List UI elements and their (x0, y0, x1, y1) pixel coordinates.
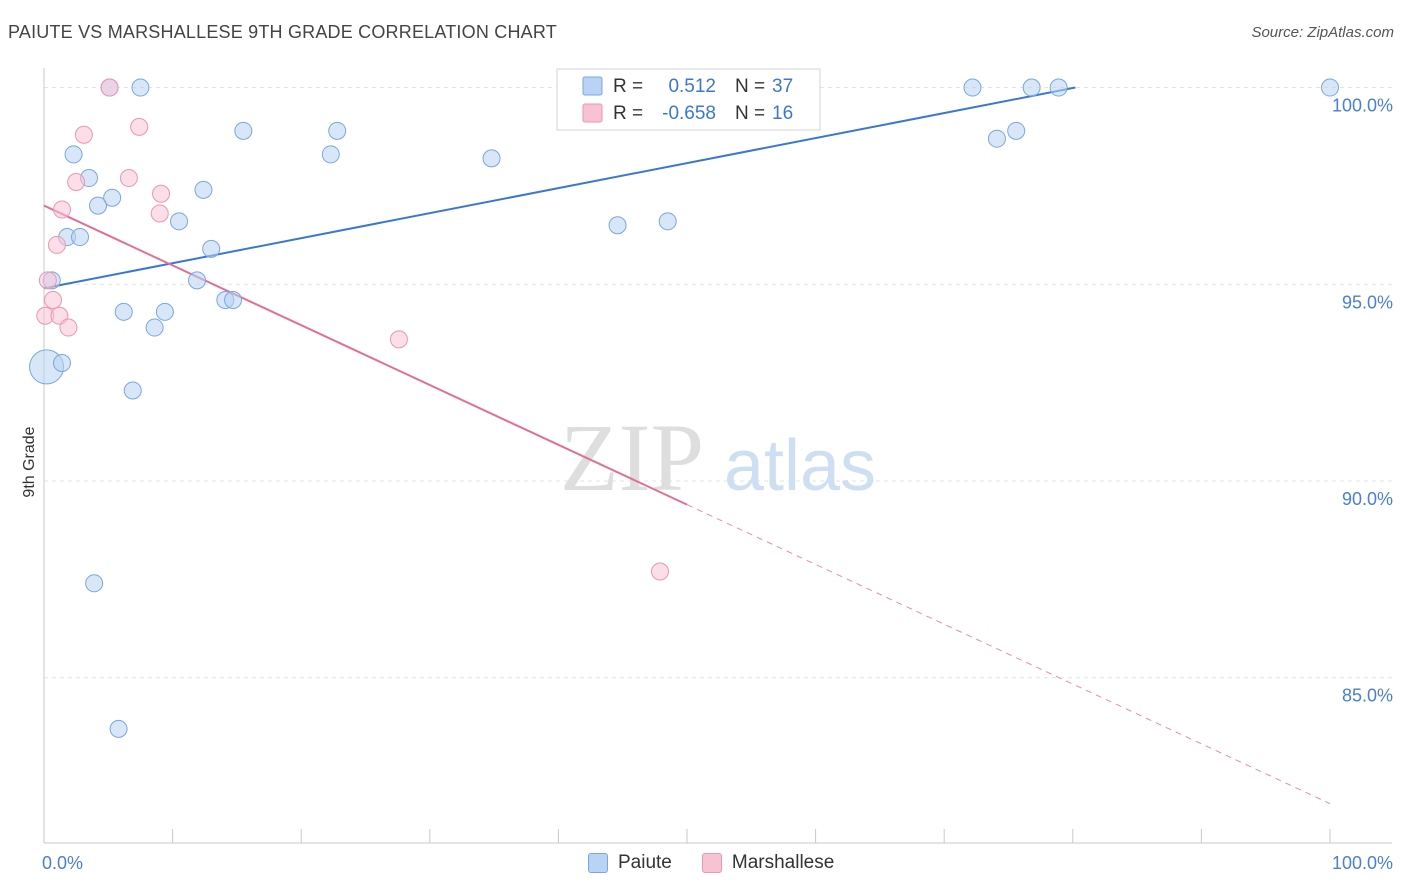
paiute-r-value: 0.512 (668, 76, 716, 97)
marshallese-point (152, 184, 171, 203)
marshallese-n-value: 16 (772, 103, 793, 124)
marshallese-point (150, 204, 169, 223)
marshallese-point (59, 318, 78, 337)
paiute-point (608, 216, 627, 235)
marshallese-point (389, 330, 408, 349)
paiute-point (131, 78, 150, 97)
paiute-point (328, 121, 347, 140)
paiute-point (123, 381, 142, 400)
marshallese-r-value: -0.658 (662, 103, 716, 124)
y-axis-label: 9th Grade (21, 426, 38, 497)
paiute-point (963, 78, 982, 97)
marshallese-n-label: N = (735, 103, 765, 124)
paiute-point (658, 212, 677, 231)
paiute-point (103, 188, 122, 207)
marshallese-point (38, 271, 57, 290)
marshallese-point (74, 125, 93, 144)
marshallese-point (650, 562, 669, 581)
marshallese-legend-swatch (701, 853, 722, 873)
watermark-atlas: atlas (724, 426, 876, 506)
paiute-n-label: N = (735, 76, 765, 97)
paiute-point (71, 228, 90, 247)
paiute-point (170, 212, 189, 231)
paiute-point (155, 302, 174, 321)
marshallese-r-label: R = (613, 103, 643, 124)
paiute-point (1321, 78, 1339, 97)
paiute-point (224, 291, 243, 310)
legend-item-marshallese: Marshallese (701, 852, 835, 874)
paiute-point (321, 145, 340, 164)
marshallese-point (53, 200, 72, 219)
paiute-point (1022, 78, 1041, 97)
paiute-point (85, 574, 104, 593)
x-tick-label: 0.0% (42, 853, 83, 873)
grid (44, 87, 1392, 679)
paiute-point (234, 121, 253, 140)
data-points (29, 78, 1339, 738)
marshallese-point (44, 291, 63, 310)
paiute-r-label: R = (613, 76, 643, 97)
paiute-point (53, 353, 72, 372)
y-tick-label: 90.0% (1342, 489, 1393, 509)
chart-title: PAIUTE VS MARSHALLESE 9TH GRADE CORRELAT… (8, 22, 557, 42)
paiute-point (64, 145, 83, 164)
paiute-stats-swatch (582, 76, 603, 96)
x-tick-label: 100.0% (1332, 853, 1393, 873)
marshallese-trend-line (43, 204, 688, 506)
marshallese-point (100, 78, 119, 97)
marshallese-point (67, 172, 86, 191)
source-label: Source: ZipAtlas.com (1251, 24, 1394, 41)
marshallese-trend-extension (686, 504, 1331, 805)
paiute-legend-label: Paiute (618, 852, 672, 873)
paiute-point (89, 196, 108, 215)
paiute-point (1049, 78, 1068, 97)
stats-legend: R = 0.512 N = 37 R = -0.658 N = 16 (556, 68, 821, 131)
paiute-point (202, 239, 221, 258)
marshallese-point (47, 235, 66, 254)
series-legend: Paiute Marshallese (588, 852, 864, 874)
marshallese-point (130, 117, 149, 136)
paiute-point (114, 302, 133, 321)
paiute-point (987, 129, 1006, 148)
paiute-point (1007, 121, 1026, 140)
watermark: ZIP atlas (560, 404, 876, 511)
paiute-point (109, 719, 128, 738)
y-tick-label: 95.0% (1342, 292, 1393, 312)
y-tick-label: 100.0% (1332, 96, 1393, 116)
y-tick-label: 85.0% (1342, 686, 1393, 706)
marshallese-legend-label: Marshallese (731, 852, 835, 873)
paiute-point (145, 318, 164, 337)
watermark-zip: ZIP (560, 404, 704, 511)
axes: 85.0% 90.0% 95.0% 100.0% 0.0% 100.0% (42, 68, 1393, 873)
paiute-n-value: 37 (772, 76, 793, 97)
paiute-point (188, 271, 207, 290)
marshallese-point (119, 169, 138, 188)
paiute-point (482, 149, 501, 168)
marshallese-stats-swatch (582, 103, 603, 123)
paiute-legend-swatch (588, 853, 608, 873)
paiute-point (194, 180, 213, 199)
legend-item-paiute: Paiute (588, 852, 672, 874)
